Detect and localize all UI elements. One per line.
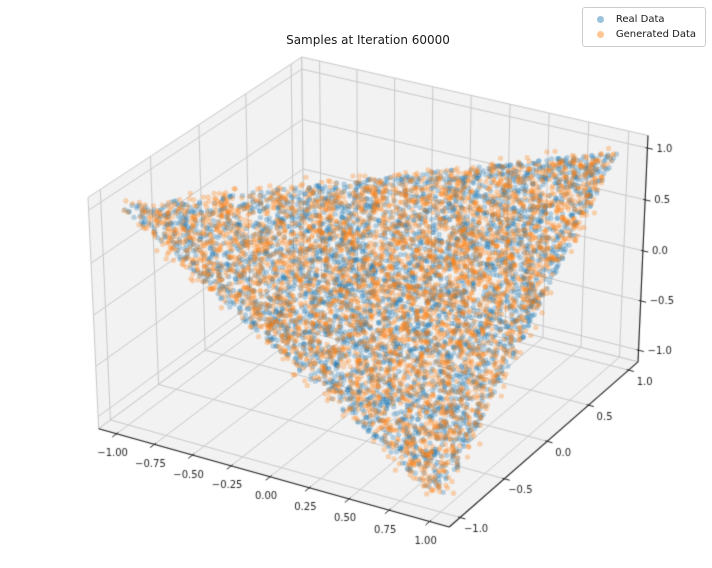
legend: Real Data Generated Data — [581, 7, 706, 47]
legend-item: Real Data — [590, 12, 696, 27]
legend-label-real: Real Data — [615, 14, 665, 25]
legend-label-generated: Generated Data — [615, 29, 696, 40]
generated-data-marker-icon — [597, 31, 605, 38]
real-data-marker-icon — [597, 16, 605, 23]
legend-handle — [590, 16, 612, 23]
chart-title: Samples at Iteration 60000 — [286, 33, 450, 47]
legend-item: Generated Data — [590, 27, 696, 42]
legend-handle — [590, 31, 612, 38]
